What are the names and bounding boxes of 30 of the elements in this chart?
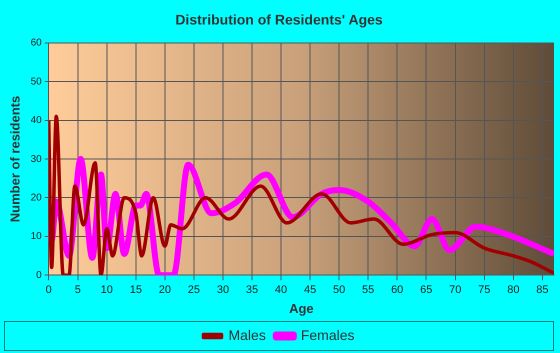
chart-title: Distribution of Residents' Ages (175, 11, 383, 28)
x-tick-label: 5 (74, 284, 81, 296)
x-tick-label: 40 (274, 284, 288, 296)
x-tick-label: 50 (332, 284, 346, 296)
y-tick-label: 10 (30, 231, 42, 242)
x-tick-label: 65 (420, 284, 432, 296)
x-axis-title: Age (289, 300, 314, 316)
x-tick-label: 70 (449, 284, 462, 296)
y-tick-label: 0 (36, 270, 42, 281)
x-tick-label: 15 (130, 284, 142, 296)
x-tick-label: 20 (158, 284, 172, 296)
y-tick-label: 30 (30, 154, 42, 165)
x-tick-label: 80 (507, 284, 520, 296)
x-tick-label: 0 (46, 284, 52, 296)
y-tick-label: 20 (30, 192, 42, 204)
x-tick-label: 10 (100, 284, 113, 296)
x-tick-label: 30 (216, 284, 230, 296)
legend-label: Females (300, 326, 355, 343)
x-tick-label: 85 (536, 284, 549, 296)
x-tick-label: 25 (188, 284, 200, 296)
x-tick-label: 60 (391, 284, 404, 296)
x-tick-label: 35 (246, 284, 258, 296)
y-tick-label: 40 (30, 115, 42, 126)
x-tick-label: 45 (304, 284, 316, 296)
x-tick-label: 75 (478, 284, 490, 296)
y-tick-label: 60 (30, 38, 42, 49)
y-tick-label: 50 (30, 76, 42, 88)
y-axis-title: Number of residents (7, 96, 22, 222)
x-tick-label: 55 (362, 284, 374, 296)
legend-label: Males (228, 326, 266, 343)
